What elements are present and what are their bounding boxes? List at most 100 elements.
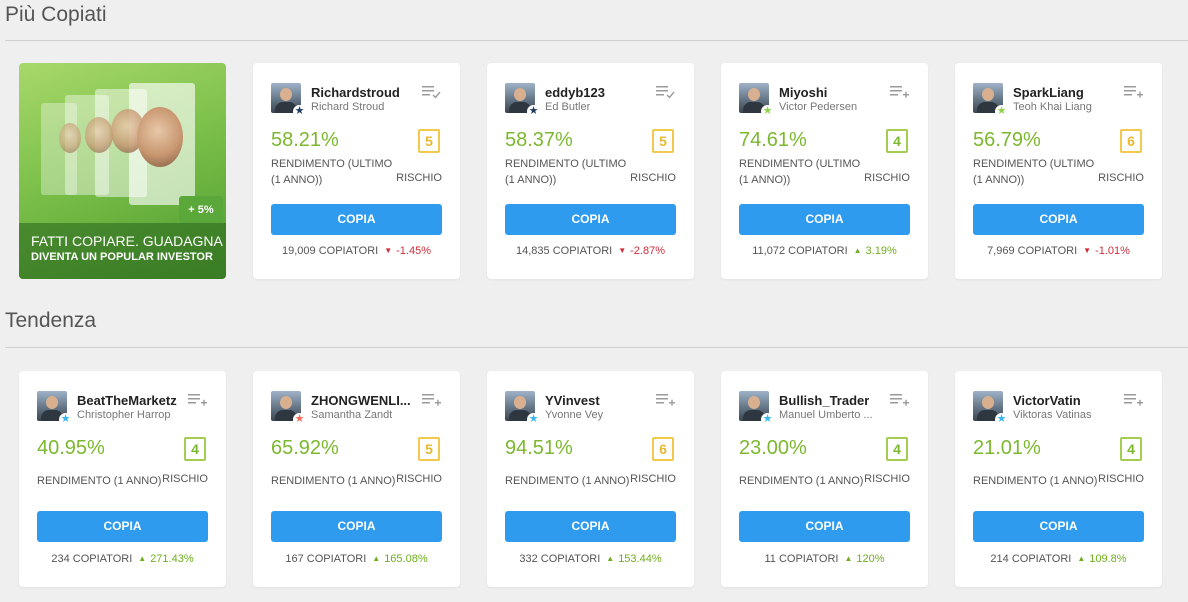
- investor-card[interactable]: ★ Miyoshi Victor Pedersen 74.61% 4 RENDIMENTO…: [721, 63, 928, 279]
- username-link[interactable]: eddyb123: [545, 85, 605, 100]
- copiers-count: 332 COPIATORI: [519, 553, 601, 565]
- full-name: Victor Pedersen: [779, 101, 858, 113]
- gain-value: 74.61%: [739, 129, 807, 151]
- gain-metric-label: RENDIMENTO (ULTIMO (1 ANNO)): [271, 158, 393, 186]
- investor-card[interactable]: ★ eddyb123 Ed Butler 58.37% 5 RENDIMENTO (ULT…: [487, 63, 694, 279]
- gain-value: 56.79%: [973, 129, 1041, 151]
- copiers-stats: 167 COPIATORI ▲ 165.08%: [253, 553, 460, 565]
- arrow-down-icon: ▼: [618, 246, 627, 255]
- copiers-change: 165.08%: [384, 553, 428, 565]
- copiers-stats: 234 COPIATORI ▲ 271.43%: [19, 553, 226, 565]
- full-name: Samantha Zandt: [311, 409, 393, 421]
- gain-value: 58.37%: [505, 129, 573, 151]
- gain-metric-label: RENDIMENTO (1 ANNO): [973, 475, 1098, 487]
- risk-score: 4: [184, 437, 206, 461]
- investor-card[interactable]: ★ ZHONGWENLI... Samantha Zandt 65.92% 5 RENDI…: [253, 371, 460, 587]
- section-title-trending: Tendenza: [5, 309, 97, 332]
- username-link[interactable]: ZHONGWENLI...: [311, 393, 411, 408]
- watchlist-icon[interactable]: [422, 85, 442, 99]
- watchlist-icon[interactable]: [188, 393, 208, 407]
- risk-score: 6: [1120, 129, 1142, 153]
- arrow-down-icon: ▼: [1083, 246, 1092, 255]
- arrow-up-icon: ▲: [844, 554, 853, 563]
- star-icon: ★: [527, 413, 540, 426]
- arrow-up-icon: ▲: [853, 246, 862, 255]
- gain-metric-label: RENDIMENTO (ULTIMO (1 ANNO)): [505, 158, 627, 186]
- risk-label: RISCHIO: [630, 172, 676, 184]
- watchlist-icon[interactable]: [1124, 85, 1144, 99]
- copiers-change: -1.01%: [1095, 245, 1130, 257]
- gain-badge: + 5%: [179, 196, 223, 224]
- star-icon: ★: [59, 413, 72, 426]
- risk-score: 4: [1120, 437, 1142, 461]
- gain-value: 23.00%: [739, 437, 807, 459]
- copiers-stats: 214 COPIATORI ▲ 109.8%: [955, 553, 1162, 565]
- investor-face: [59, 123, 81, 153]
- gain-value: 65.92%: [271, 437, 339, 459]
- watchlist-icon[interactable]: [1124, 393, 1144, 407]
- watchlist-icon[interactable]: [422, 393, 442, 407]
- investor-card[interactable]: ★ Bullish_Trader Manuel Umberto ... 23.00% 4…: [721, 371, 928, 587]
- investor-face: [85, 117, 113, 153]
- username-link[interactable]: Bullish_Trader: [779, 393, 870, 408]
- section-divider: [5, 40, 1188, 41]
- risk-label: RISCHIO: [396, 473, 442, 485]
- watchlist-icon[interactable]: [890, 393, 910, 407]
- investor-card[interactable]: ★ BeatTheMarketz Christopher Harrop 40.95% 4…: [19, 371, 226, 587]
- copy-button[interactable]: COPIA: [37, 511, 208, 542]
- banner-caption-bg: [19, 223, 226, 279]
- copy-button[interactable]: COPIA: [739, 204, 910, 235]
- copiers-count: 11,072 COPIATORI: [752, 245, 848, 257]
- username-link[interactable]: Richardstroud: [311, 85, 400, 100]
- arrow-up-icon: ▲: [606, 554, 615, 563]
- copy-button[interactable]: COPIA: [505, 511, 676, 542]
- copy-button[interactable]: COPIA: [505, 204, 676, 235]
- investor-card[interactable]: ★ Richardstroud Richard Stroud 58.21% 5 RENDI…: [253, 63, 460, 279]
- username-link[interactable]: BeatTheMarketz: [77, 393, 177, 408]
- copiers-change: 120%: [856, 553, 885, 565]
- copy-button[interactable]: COPIA: [271, 511, 442, 542]
- watchlist-icon[interactable]: [656, 393, 676, 407]
- copy-button[interactable]: COPIA: [739, 511, 910, 542]
- risk-score: 6: [652, 437, 674, 461]
- full-name: Yvonne Vey: [545, 409, 604, 421]
- username-link[interactable]: Miyoshi: [779, 85, 828, 100]
- watchlist-icon[interactable]: [890, 85, 910, 99]
- copiers-change: 3.19%: [865, 245, 897, 257]
- arrow-up-icon: ▲: [372, 554, 381, 563]
- full-name: Manuel Umberto ...: [779, 409, 873, 421]
- gain-metric-label: RENDIMENTO (1 ANNO): [739, 475, 864, 487]
- copiers-count: 19,009 COPIATORI: [282, 245, 379, 257]
- copiers-change: -1.45%: [396, 245, 431, 257]
- section-title-most-copied: Più Copiati: [5, 3, 107, 26]
- username-link[interactable]: VictorVatin: [1013, 393, 1081, 408]
- investor-card[interactable]: ★ YVinvest Yvonne Vey 94.51% 6 RENDIMENTO (1 …: [487, 371, 694, 587]
- risk-label: RISCHIO: [1098, 473, 1144, 485]
- star-icon: ★: [995, 413, 1008, 426]
- copiers-stats: 14,835 COPIATORI ▼ -2.87%: [487, 245, 694, 257]
- section-divider: [5, 347, 1188, 348]
- copiers-stats: 19,009 COPIATORI ▼ -1.45%: [253, 245, 460, 257]
- risk-score: 5: [418, 437, 440, 461]
- star-icon: ★: [761, 105, 774, 118]
- investor-card[interactable]: ★ VictorVatin Viktoras Vatinas 21.01% 4 RENDI…: [955, 371, 1162, 587]
- risk-score: 5: [418, 129, 440, 153]
- star-icon: ★: [761, 413, 774, 426]
- copiers-count: 167 COPIATORI: [285, 553, 367, 565]
- investor-card[interactable]: ★ SparkLiang Teoh Khai Liang 56.79% 6 RENDIME…: [955, 63, 1162, 279]
- copy-button[interactable]: COPIA: [973, 511, 1144, 542]
- full-name: Teoh Khai Liang: [1013, 101, 1092, 113]
- popular-investor-banner[interactable]: + 5% FATTI COPIARE. GUADAGNA DIVENTA UN …: [19, 63, 226, 279]
- copy-button[interactable]: COPIA: [973, 204, 1144, 235]
- copiers-change: -2.87%: [630, 245, 665, 257]
- copiers-count: 214 COPIATORI: [990, 553, 1072, 565]
- banner-subline: DIVENTA UN POPULAR INVESTOR: [31, 251, 213, 263]
- copiers-change: 153.44%: [618, 553, 662, 565]
- watchlist-icon[interactable]: [656, 85, 676, 99]
- risk-label: RISCHIO: [630, 473, 676, 485]
- star-icon: ★: [293, 413, 306, 426]
- username-link[interactable]: YVinvest: [545, 393, 600, 408]
- copy-button[interactable]: COPIA: [271, 204, 442, 235]
- username-link[interactable]: SparkLiang: [1013, 85, 1084, 100]
- arrow-up-icon: ▲: [1077, 554, 1086, 563]
